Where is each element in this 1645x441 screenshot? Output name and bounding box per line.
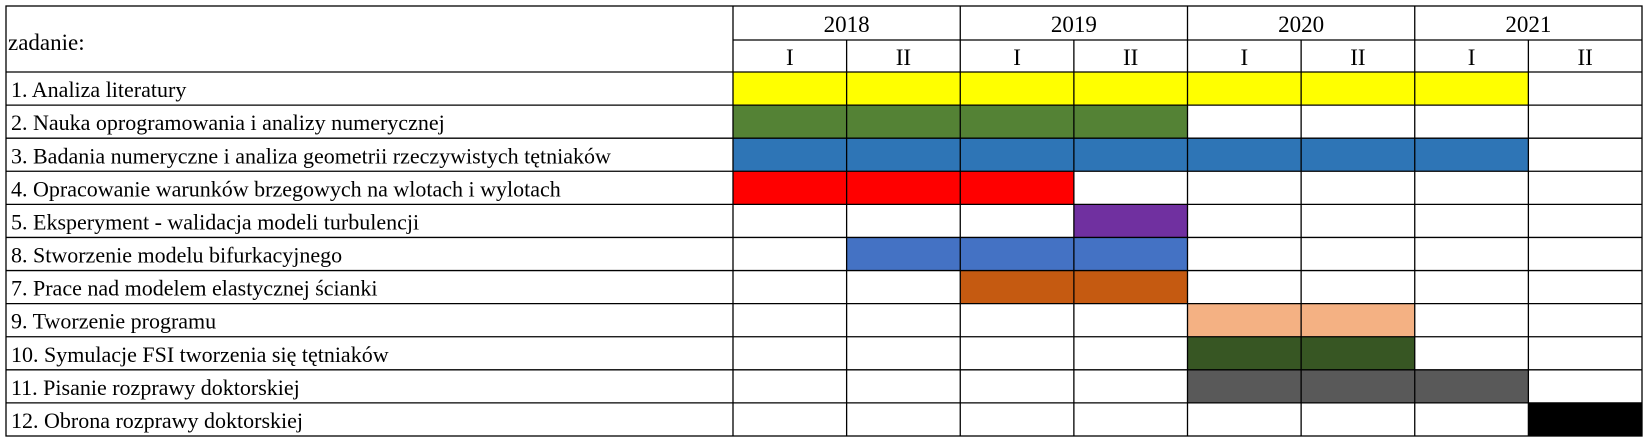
year-label: 2018 xyxy=(824,12,870,37)
task-label: 3. Badania numeryczne i analiza geometri… xyxy=(11,143,611,168)
half-label: II xyxy=(896,45,911,70)
task-label: 12. Obrona rozprawy doktorskiej xyxy=(11,408,303,433)
task-label: 2. Nauka oprogramowania i analizy numery… xyxy=(11,110,445,135)
task-label: 7. Prace nad modelem elastycznej ścianki xyxy=(11,276,378,301)
grid-lines xyxy=(5,5,1643,437)
half-label: I xyxy=(1468,45,1476,70)
task-label: 1. Analiza literatury xyxy=(11,77,186,102)
year-label: 2020 xyxy=(1278,12,1324,37)
half-label: I xyxy=(1240,45,1248,70)
task-bar xyxy=(1073,204,1188,238)
task-bar xyxy=(846,237,1188,271)
half-label: I xyxy=(1013,45,1021,70)
task-bar xyxy=(733,138,1529,172)
table-border xyxy=(5,5,1643,437)
task-bar xyxy=(1187,369,1529,403)
task-label: 4. Opracowanie warunków brzegowych na wl… xyxy=(11,176,561,201)
half-label: II xyxy=(1350,45,1365,70)
half-label: II xyxy=(1578,45,1593,70)
task-bar xyxy=(733,171,1074,205)
half-label: I xyxy=(786,45,794,70)
task-label: 8. Stworzenie modelu bifurkacyjnego xyxy=(11,243,342,268)
task-label: 10. Symulacje FSI tworzenia się tętniakó… xyxy=(11,342,389,367)
year-label: 2021 xyxy=(1505,12,1551,37)
task-bar xyxy=(1528,402,1642,436)
task-column-header: zadanie: xyxy=(8,30,85,55)
year-label: 2019 xyxy=(1051,12,1097,37)
task-label: 5. Eksperyment - walidacja modeli turbul… xyxy=(11,209,419,234)
half-label: II xyxy=(1123,45,1138,70)
task-label: 11. Pisanie rozprawy doktorskiej xyxy=(11,375,300,400)
task-bar xyxy=(733,72,1529,106)
task-label: 9. Tworzenie programu xyxy=(11,309,216,334)
